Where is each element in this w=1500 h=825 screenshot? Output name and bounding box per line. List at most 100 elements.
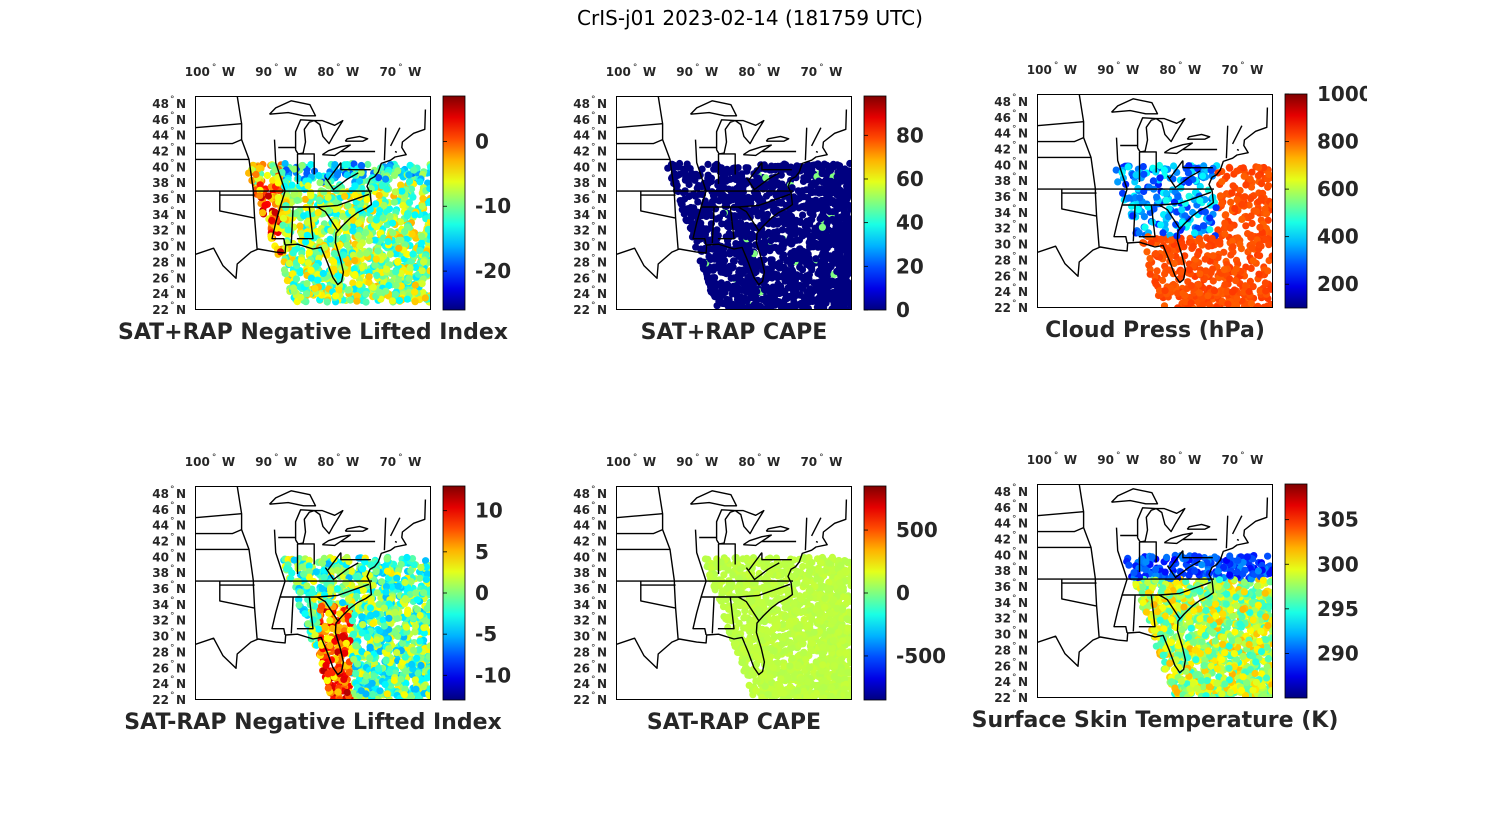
data-point <box>1195 235 1203 243</box>
data-point <box>407 185 416 193</box>
degree-mark: ° <box>591 222 596 232</box>
data-point <box>1199 301 1207 308</box>
data-point <box>417 563 425 572</box>
data-point <box>391 188 399 196</box>
data-point <box>768 165 776 173</box>
data-point <box>1221 230 1229 238</box>
data-point <box>292 275 301 283</box>
data-point <box>1132 171 1140 179</box>
data-point <box>392 290 400 298</box>
state-border <box>1231 125 1243 145</box>
lat-tick-label: 30 <box>994 238 1011 252</box>
data-point <box>825 192 833 200</box>
state-border <box>1182 160 1213 169</box>
data-point <box>1229 243 1237 251</box>
data-point <box>365 278 373 286</box>
state-border <box>1138 204 1156 238</box>
data-point <box>1201 255 1209 263</box>
data-point <box>325 171 333 179</box>
data-point <box>362 229 370 237</box>
data-point <box>773 228 781 236</box>
data-point <box>715 214 723 222</box>
lat-unit-label: N <box>1018 206 1028 220</box>
data-point <box>1155 161 1164 170</box>
data-point <box>398 187 406 195</box>
data-point <box>398 639 407 647</box>
data-point <box>303 218 311 226</box>
lat-tick-label: 24 <box>573 287 590 301</box>
data-point <box>742 221 751 229</box>
data-point <box>371 236 379 244</box>
state-border <box>1225 125 1229 159</box>
data-point <box>1226 164 1234 172</box>
data-point <box>807 189 815 197</box>
data-point <box>847 173 852 181</box>
data-point <box>718 193 726 201</box>
data-point <box>405 177 414 186</box>
data-point <box>807 205 815 213</box>
data-point <box>1264 267 1272 275</box>
map-figure: 100 ° W 90 ° W 80 ° W 70 ° W48 ° N46 ° N44 ° N42 ° N40 ° N38 °… <box>573 63 924 322</box>
data-point <box>1222 211 1230 219</box>
data-point <box>1248 244 1256 252</box>
state-border <box>1037 121 1084 127</box>
data-point <box>1221 219 1229 227</box>
data-point <box>1242 181 1250 189</box>
data-point <box>686 224 694 232</box>
data-point <box>276 248 285 256</box>
data-point <box>1261 279 1269 287</box>
data-point <box>395 236 403 244</box>
data-point <box>784 293 793 301</box>
data-point <box>836 233 844 241</box>
data-point <box>1206 214 1214 222</box>
lat-tick-label: 40 <box>573 160 590 174</box>
data-point <box>1135 229 1143 237</box>
lat-unit-label: N <box>1018 269 1028 283</box>
lon-unit-label: W <box>284 455 297 469</box>
colorbar-tick-label: 800 <box>1317 130 1359 154</box>
lon-tick-label: 70 <box>379 455 396 469</box>
lat-unit-label: N <box>176 582 186 596</box>
degree-mark: ° <box>398 453 403 463</box>
map-frame <box>616 96 852 310</box>
lat-tick-label: 36 <box>994 190 1011 204</box>
data-point <box>351 270 359 279</box>
data-point <box>688 233 697 241</box>
data-point <box>711 293 719 301</box>
data-point <box>737 269 745 277</box>
lat-unit-label: N <box>1018 222 1028 236</box>
lon-unit-label: W <box>767 65 780 79</box>
colorbar-tick-label: 60 <box>896 167 924 191</box>
data-point <box>795 245 804 253</box>
data-point <box>268 216 276 225</box>
data-point <box>365 237 373 245</box>
data-point <box>822 299 830 307</box>
data-point <box>1241 282 1249 290</box>
data-point <box>1248 168 1256 176</box>
data-point <box>707 211 715 219</box>
state-border <box>616 138 663 145</box>
lat-unit-label: N <box>597 255 607 269</box>
lat-tick-label: 46 <box>152 503 169 517</box>
data-point <box>810 296 819 304</box>
data-point <box>383 567 392 575</box>
state-border <box>271 139 286 246</box>
data-point <box>1240 288 1248 296</box>
data-point <box>297 257 306 265</box>
data-point <box>411 298 419 306</box>
lat-tick-label: 42 <box>573 144 590 158</box>
data-point <box>1173 232 1181 240</box>
data-point <box>759 210 767 219</box>
map-frame <box>195 96 431 310</box>
lon-unit-label: W <box>829 65 842 79</box>
lon-tick-label: 100 <box>185 455 210 469</box>
lat-tick-label: 30 <box>152 630 169 644</box>
data-point <box>417 239 426 247</box>
data-point <box>283 277 291 285</box>
data-swath <box>1112 161 1273 308</box>
degree-mark: ° <box>1012 204 1017 214</box>
colorbar-tick-label: 0 <box>896 298 910 322</box>
data-point <box>418 280 426 288</box>
lat-tick-label: 42 <box>152 534 169 548</box>
degree-mark: ° <box>170 222 175 232</box>
